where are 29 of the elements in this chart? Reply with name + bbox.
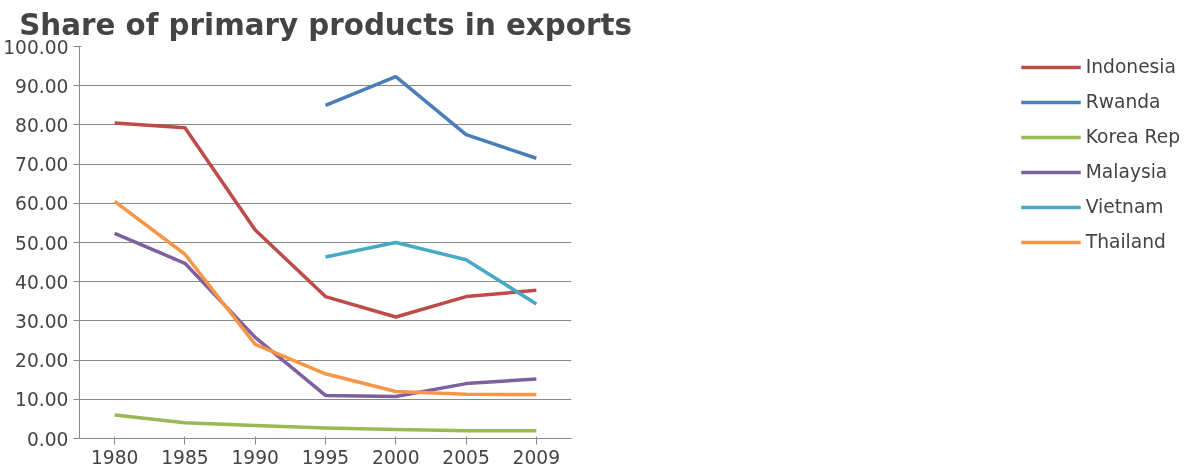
x-tick-label: 2000 <box>372 446 420 468</box>
y-tick-label: 0.00 <box>26 428 69 450</box>
y-tick-label: 50.00 <box>15 232 69 254</box>
legend-label: Malaysia <box>1085 161 1168 182</box>
x-tick-label: 2009 <box>512 446 561 468</box>
y-tick-label: 70.00 <box>15 154 69 176</box>
x-tick-label: 1995 <box>301 446 350 468</box>
line-series <box>112 413 539 433</box>
y-tick-label: 20.00 <box>15 350 69 372</box>
x-tick-label: 2005 <box>442 446 490 468</box>
y-tick-label: 40.00 <box>15 271 69 293</box>
line-series <box>112 121 539 319</box>
x-tick-label: 1980 <box>90 446 139 468</box>
y-tick-label: 60.00 <box>15 193 69 215</box>
y-tick-label: 10.00 <box>15 389 69 411</box>
y-tick-label: 100.00 <box>3 36 69 58</box>
line-series <box>323 74 539 160</box>
line-series <box>323 240 539 306</box>
line-series <box>112 199 539 397</box>
legend-label: Korea Rep <box>1085 126 1180 147</box>
y-tick-label: 30.00 <box>15 310 69 332</box>
y-tick-label: 80.00 <box>15 114 69 136</box>
legend-label: Indonesia <box>1085 56 1176 77</box>
legend-label: Rwanda <box>1085 91 1161 112</box>
legend-label: Thailand <box>1085 231 1166 252</box>
x-tick-label: 1990 <box>231 446 279 468</box>
x-tick-label: 1985 <box>161 446 209 468</box>
legend-label: Vietnam <box>1085 196 1164 217</box>
y-tick-label: 90.00 <box>15 75 69 97</box>
